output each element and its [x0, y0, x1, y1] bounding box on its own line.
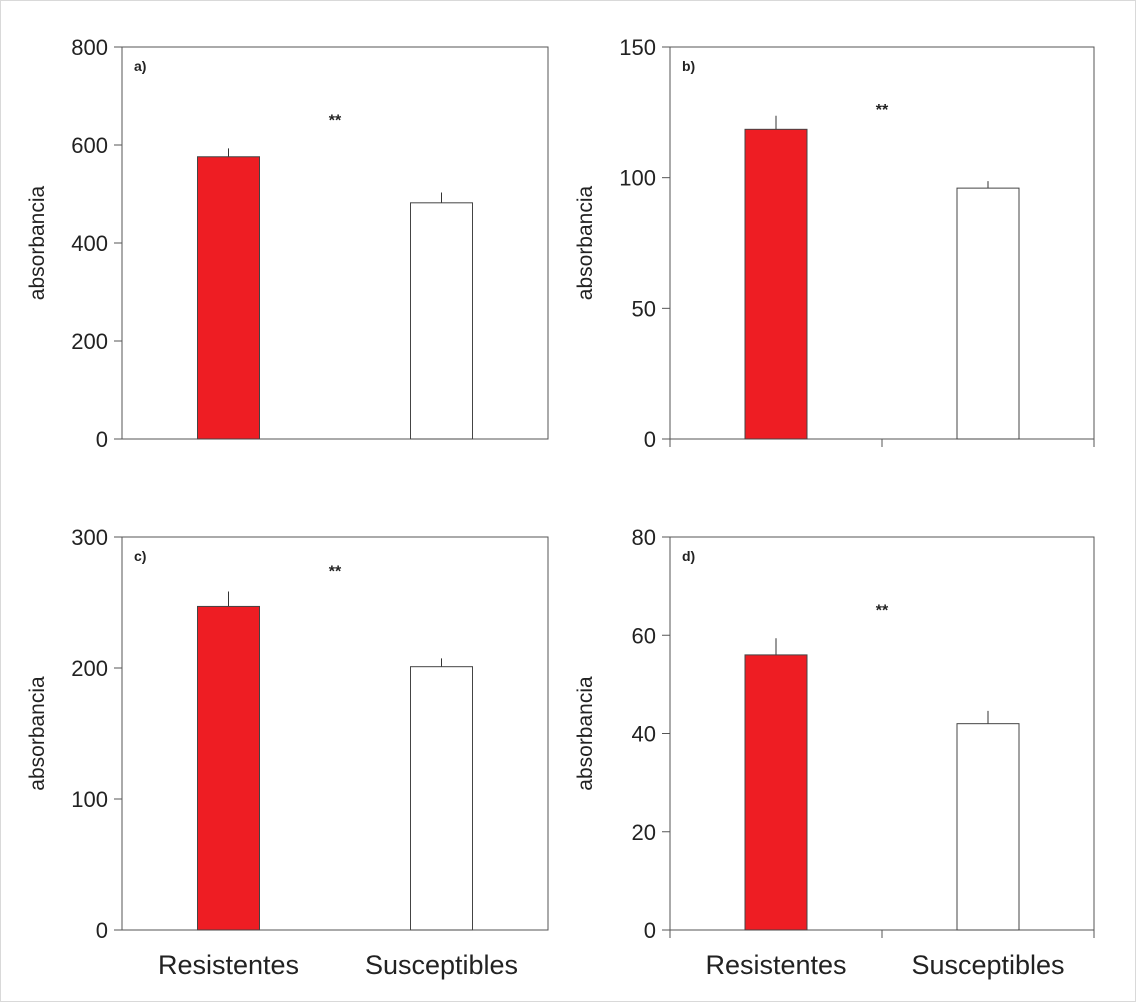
y-tick-label: 60 — [632, 623, 656, 648]
bar-susceptibles — [956, 723, 1020, 931]
y-tick-label: 200 — [71, 656, 108, 681]
y-tick-label: 200 — [71, 329, 108, 354]
significance-marker: ** — [329, 112, 342, 129]
chart-panel-4: 0 20 40 60 80 absorbancia d) ** Resistentes Susce… — [574, 525, 1095, 980]
y-tick-label: 50 — [632, 296, 656, 321]
bar-susceptibles — [410, 666, 473, 931]
y-axis-label: absorbancia — [26, 676, 49, 791]
panel-label: c) — [134, 548, 146, 564]
y-tick-label: 20 — [632, 820, 656, 845]
y-tick-label: 80 — [632, 525, 656, 550]
significance-marker: ** — [876, 603, 889, 620]
bar-susceptibles — [956, 187, 1020, 440]
y-tick-label: 0 — [644, 918, 656, 943]
bar-resistentes — [197, 605, 260, 931]
y-axis-label: absorbancia — [26, 185, 49, 300]
panel-label: a) — [134, 58, 146, 74]
y-tick-label: 400 — [71, 231, 108, 256]
y-axis-label: absorbancia — [574, 185, 597, 300]
panel-label: b) — [682, 58, 695, 74]
bar-resistentes — [744, 654, 808, 931]
x-category-label: Susceptibles — [365, 950, 518, 980]
significance-marker: ** — [876, 102, 889, 119]
plot-frame — [121, 536, 549, 931]
x-category-label: Susceptibles — [911, 950, 1064, 980]
y-tick-label: 150 — [619, 35, 656, 60]
y-tick-label: 800 — [71, 35, 108, 60]
y-axis-label: absorbancia — [574, 676, 597, 791]
panel-label: d) — [682, 548, 695, 564]
y-tick-label: 0 — [96, 427, 108, 452]
y-tick-label: 100 — [71, 787, 108, 812]
x-category-label: Resistentes — [158, 950, 299, 980]
y-tick-label: 0 — [96, 918, 108, 943]
y-tick-label: 100 — [619, 166, 656, 191]
bar-resistentes — [744, 128, 808, 440]
y-tick-label: 300 — [71, 525, 108, 550]
chart-panel-3: 0 100 200 300 absorbancia c) ** Resistentes Susc… — [26, 525, 549, 980]
bar-susceptibles — [410, 202, 473, 440]
y-tick-label: 40 — [632, 722, 656, 747]
chart-panel-2: 0 50 100 150 absorbancia b) ** — [574, 35, 1095, 452]
significance-marker: ** — [329, 563, 342, 580]
chart-panel-1: 0 200 400 600 800 absorbancia a) ** — [26, 35, 549, 452]
y-tick-label: 600 — [71, 133, 108, 158]
x-category-label: Resistentes — [705, 950, 846, 980]
bar-resistentes — [197, 156, 260, 440]
y-tick-label: 0 — [644, 427, 656, 452]
